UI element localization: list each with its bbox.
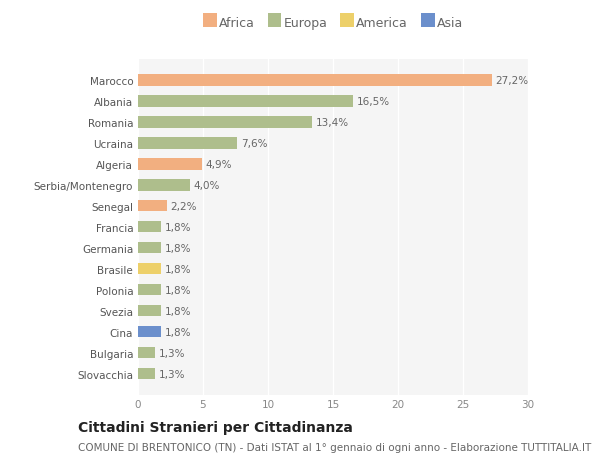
Text: 27,2%: 27,2% [496,76,529,86]
Bar [138,159,202,170]
Text: 1,8%: 1,8% [166,327,192,337]
Text: 4,0%: 4,0% [194,180,220,190]
Text: 1,8%: 1,8% [166,222,192,232]
Bar [138,263,161,275]
Bar [138,221,161,233]
Bar [138,284,161,296]
Text: 7,6%: 7,6% [241,139,267,148]
Text: 1,8%: 1,8% [166,306,192,316]
Bar [138,117,312,128]
Bar [138,201,167,212]
Text: Cittadini Stranieri per Cittadinanza: Cittadini Stranieri per Cittadinanza [78,420,353,434]
Text: 16,5%: 16,5% [356,96,389,106]
Bar [138,96,353,107]
Bar [138,326,161,338]
Text: 2,2%: 2,2% [170,202,197,211]
Text: 4,9%: 4,9% [206,159,232,169]
Bar [138,368,155,380]
Text: 13,4%: 13,4% [316,118,349,128]
Bar [138,75,491,86]
Text: 1,3%: 1,3% [159,348,185,358]
Bar [138,242,161,254]
Bar [138,138,237,149]
Text: 1,8%: 1,8% [166,285,192,295]
Bar [138,179,190,191]
Bar [138,347,155,358]
Legend: Africa, Europa, America, Asia: Africa, Europa, America, Asia [198,12,468,35]
Text: 1,8%: 1,8% [166,243,192,253]
Text: 1,3%: 1,3% [159,369,185,379]
Text: COMUNE DI BRENTONICO (TN) - Dati ISTAT al 1° gennaio di ogni anno - Elaborazione: COMUNE DI BRENTONICO (TN) - Dati ISTAT a… [78,442,591,452]
Text: 1,8%: 1,8% [166,264,192,274]
Bar [138,305,161,317]
